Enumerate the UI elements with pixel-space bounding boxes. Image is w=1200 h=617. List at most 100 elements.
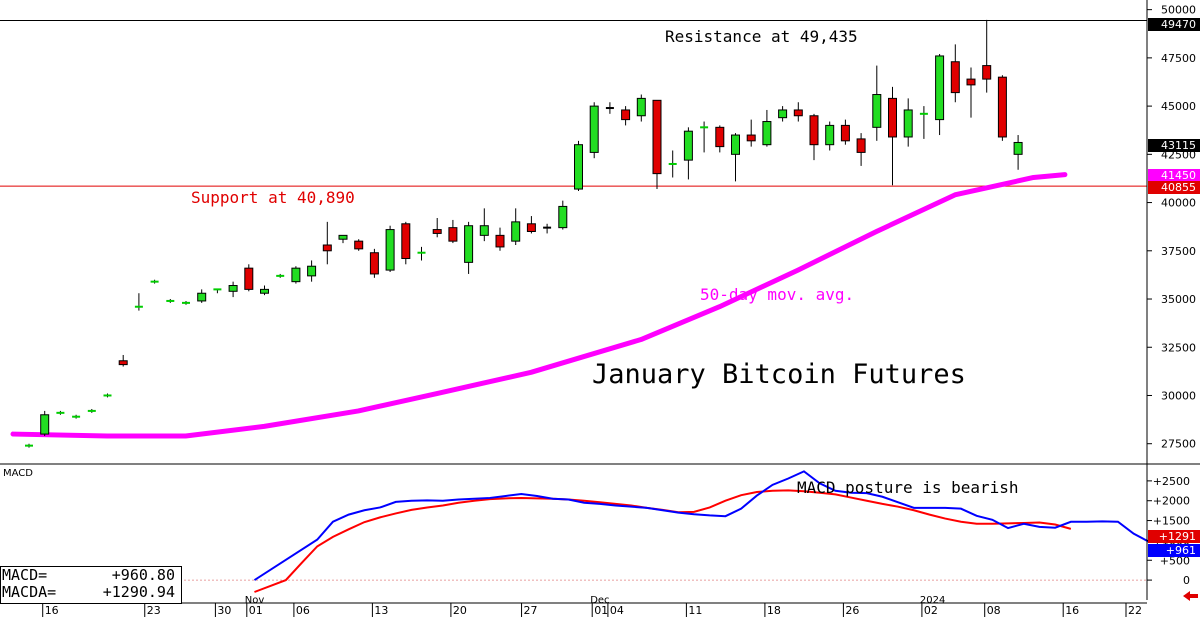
- macd-panel: [253, 470, 1150, 593]
- candle-body: [840, 124, 850, 142]
- time-tick-label: 27: [524, 604, 538, 617]
- month-label: Dec: [590, 595, 609, 606]
- candle-body: [746, 134, 756, 142]
- candle-body: [809, 115, 819, 146]
- price-tick-label: 47500: [1161, 52, 1196, 65]
- moving-average-layer: [10, 172, 1068, 439]
- candle-body: [464, 225, 474, 263]
- time-tick-label: 20: [453, 604, 467, 617]
- time-tick-label: 23: [147, 604, 161, 617]
- macd-posture-annotation: MACD posture is bearish: [797, 478, 1019, 497]
- time-tick-label: 13: [374, 604, 388, 617]
- candle: [495, 227, 505, 251]
- candle: [166, 299, 175, 303]
- time-tick-label: 26: [845, 604, 859, 617]
- time-tick-label: 22: [1128, 604, 1142, 617]
- candle-body: [291, 267, 301, 283]
- price-badge-high-text: 49470: [1161, 18, 1196, 31]
- time-tick-label: 04: [610, 604, 624, 617]
- candle-body: [715, 126, 725, 148]
- candle: [825, 121, 835, 151]
- candle-body: [448, 227, 458, 242]
- candle-body: [589, 105, 599, 153]
- candle-body: [197, 292, 207, 302]
- time-tick-label: 02: [924, 604, 938, 617]
- candlesticks: [25, 19, 1023, 448]
- time-tick-label: 16: [1065, 604, 1079, 617]
- time-tick-label: 01: [249, 604, 263, 617]
- price-badge-last: 43115: [1148, 139, 1200, 152]
- macd-readout-row: MACD= +960.80: [1, 567, 181, 584]
- candle: [558, 200, 568, 230]
- macd-tick-label: +1500: [1153, 515, 1190, 528]
- candle-body: [511, 221, 521, 242]
- macd-tick-label: +2500: [1153, 475, 1190, 488]
- price-tick-label: 35000: [1161, 293, 1196, 306]
- price-badge-high: 49470: [1148, 18, 1200, 31]
- candle-body: [778, 109, 788, 119]
- candle: [715, 125, 725, 153]
- candle: [888, 86, 897, 186]
- candle: [636, 94, 646, 122]
- candle-body: [888, 97, 897, 138]
- candle-body: [1013, 141, 1023, 155]
- candle-body: [432, 229, 442, 234]
- support-annotation: Support at 40,890: [191, 188, 355, 207]
- candle: [762, 109, 772, 147]
- candle-body: [322, 244, 332, 252]
- macd-badge-macda-text: +1291: [1159, 530, 1196, 543]
- candle: [56, 410, 65, 415]
- candle: [25, 443, 33, 448]
- candle: [291, 266, 301, 284]
- macd-line: [253, 470, 1150, 581]
- candle: [244, 264, 254, 292]
- macd-readout-value: +960.80: [111, 566, 175, 584]
- price-tick-label: 40000: [1161, 197, 1196, 210]
- candle-body: [872, 94, 882, 128]
- candle: [668, 150, 677, 178]
- candle: [746, 119, 756, 147]
- scroll-left-arrow-icon[interactable]: [1183, 591, 1198, 601]
- macd-tick-label: 0: [1183, 574, 1190, 587]
- candle: [322, 221, 332, 265]
- candle: [950, 44, 960, 103]
- macd-panel-label: MACD: [3, 468, 33, 479]
- candle-body: [997, 76, 1007, 138]
- candle: [935, 54, 945, 136]
- candle: [966, 67, 976, 118]
- price-badge-support: 40855: [1148, 181, 1200, 194]
- candle-body: [260, 288, 269, 294]
- candle-body: [636, 97, 646, 117]
- candle: [526, 216, 536, 234]
- price-badge-ma: 41450: [1148, 169, 1200, 182]
- candle: [369, 248, 379, 278]
- chart-title: January Bitcoin Futures: [592, 359, 966, 390]
- price-tick-label: 32500: [1161, 341, 1196, 354]
- macda-line: [254, 489, 1072, 593]
- candle: [464, 221, 474, 274]
- candle-body: [982, 65, 992, 80]
- macd-badge-macd: +961: [1148, 544, 1200, 557]
- candle: [652, 99, 662, 190]
- candle: [511, 208, 521, 246]
- month-label: Nov: [245, 595, 265, 606]
- candle: [197, 289, 207, 303]
- price-tick-label: 50000: [1161, 4, 1196, 17]
- price-tick-label: 30000: [1161, 389, 1196, 402]
- macda-readout-value: +1290.94: [102, 583, 175, 601]
- candle: [276, 273, 285, 278]
- candle: [228, 281, 238, 298]
- candle: [683, 127, 693, 180]
- macd-readout: MACD= +960.80 MACDA= +1290.94: [0, 566, 182, 604]
- candle: [793, 102, 803, 122]
- candle-body: [385, 229, 395, 271]
- candle: [903, 98, 913, 147]
- candle: [982, 19, 992, 93]
- candle-body: [966, 78, 976, 86]
- macda-readout-row: MACDA= +1290.94: [1, 584, 181, 601]
- candle-body: [244, 267, 254, 290]
- candle: [700, 121, 709, 153]
- candle: [589, 102, 599, 159]
